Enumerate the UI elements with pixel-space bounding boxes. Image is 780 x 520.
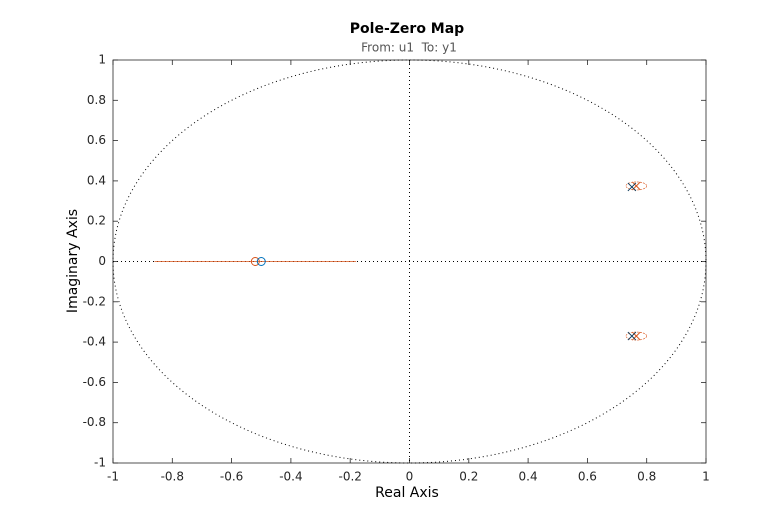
confidence-region <box>625 181 648 191</box>
y-tick-label: -1 <box>94 456 106 470</box>
y-tick-label: -0.2 <box>83 294 106 308</box>
y-tick-label: -0.4 <box>83 335 106 349</box>
x-tick-label: -1 <box>107 470 119 484</box>
y-tick-label: 0 <box>98 254 106 268</box>
x-tick-label: 0.6 <box>578 470 597 484</box>
y-tick-label: 0.6 <box>87 133 106 147</box>
y-tick-label: -0.6 <box>83 375 106 389</box>
zero-marker <box>256 257 266 266</box>
pole-marker <box>631 331 641 341</box>
x-axis-label: Real Axis <box>375 485 439 501</box>
x-tick-label: 1 <box>702 470 710 484</box>
x-tick-label: -0.2 <box>338 470 361 484</box>
pole-marker <box>627 331 637 341</box>
y-tick-label: 1 <box>98 53 106 67</box>
pole-marker <box>627 182 637 192</box>
chart-subtitle: From: u1 To: y1 <box>361 41 457 55</box>
confidence-region <box>625 331 648 341</box>
y-tick-label: -0.8 <box>83 415 106 429</box>
x-tick-label: 0 <box>406 470 414 484</box>
x-tick-label: -0.6 <box>220 470 243 484</box>
x-tick-label: 0.8 <box>637 470 656 484</box>
zero-marker <box>250 257 260 266</box>
chart-title: Pole-Zero Map <box>350 21 464 37</box>
y-tick-label: 0.4 <box>87 173 106 187</box>
x-tick-label: 0.4 <box>519 470 538 484</box>
x-tick-label: -0.8 <box>161 470 184 484</box>
y-tick-label: 0.2 <box>87 214 106 228</box>
x-tick-label: 0.2 <box>459 470 478 484</box>
x-tick-label: -0.4 <box>279 470 302 484</box>
y-axis-label: Imaginary Axis <box>65 209 81 313</box>
y-tick-label: 0.8 <box>87 93 106 107</box>
